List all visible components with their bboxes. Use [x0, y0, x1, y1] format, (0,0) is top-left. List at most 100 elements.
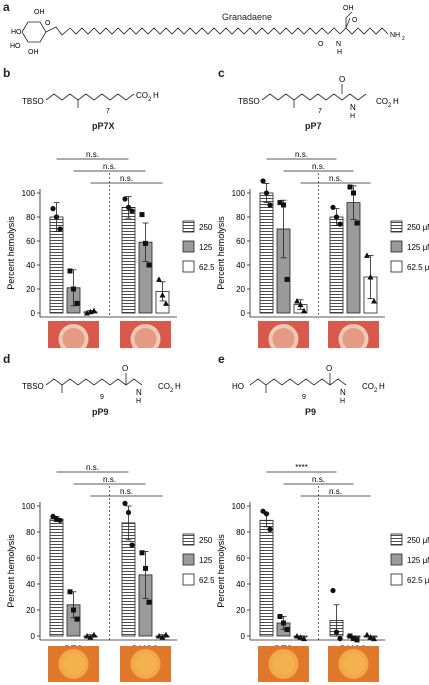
compound-pP7X: pP7X [92, 121, 115, 131]
data-point [122, 500, 128, 506]
data-point [294, 298, 300, 304]
data-point [84, 633, 90, 639]
significance-label: n.s. [312, 475, 325, 484]
significance-label: n.s. [295, 150, 308, 159]
y-axis-label: Percent hemolysis [6, 534, 16, 608]
data-point [364, 252, 370, 258]
data-point [263, 190, 270, 196]
data-point [277, 200, 283, 206]
data-point [371, 635, 377, 642]
data-point [297, 301, 304, 308]
svg-text:O: O [326, 364, 332, 373]
data-point [371, 298, 377, 304]
data-point [337, 221, 343, 227]
data-point [71, 286, 76, 292]
y-tick-label: 20 [26, 606, 35, 615]
svg-text:7: 7 [106, 108, 110, 115]
significance-label: n.s. [120, 487, 133, 496]
panel-b-label: b [3, 66, 11, 80]
data-point [301, 635, 307, 642]
plate-center [342, 328, 365, 348]
y-tick-label: 100 [232, 189, 246, 198]
bar-DTS-0 [259, 519, 274, 637]
svg-text:9: 9 [302, 394, 306, 401]
legend-swatch [182, 553, 195, 566]
svg-text:NH: NH [390, 32, 400, 39]
svg-text:CO: CO [376, 97, 388, 106]
svg-text:HO: HO [10, 43, 21, 50]
data-point [284, 627, 290, 632]
y-tick-label: 80 [26, 213, 35, 222]
svg-text:OH: OH [28, 49, 39, 56]
legend-label: 125 μM [407, 243, 429, 252]
y-tick-label: 100 [22, 189, 36, 198]
y-tick-label: 80 [26, 528, 35, 537]
svg-text:HO: HO [232, 382, 244, 391]
svg-text:TBSO: TBSO [22, 382, 44, 391]
data-point [367, 274, 374, 280]
data-point [260, 178, 266, 184]
data-point [156, 276, 162, 282]
data-point [74, 300, 80, 306]
y-tick-label: 60 [236, 554, 245, 563]
svg-text:2: 2 [402, 36, 405, 42]
data-point [347, 633, 353, 639]
svg-text:N: N [340, 388, 346, 397]
y-tick-label: 20 [236, 285, 245, 294]
data-point [367, 634, 374, 640]
panel-e-label: e [218, 352, 225, 366]
data-point [91, 631, 97, 638]
svg-text:H: H [350, 113, 355, 120]
svg-text:CO: CO [136, 91, 148, 100]
svg-text:TBSO: TBSO [22, 97, 44, 106]
legend-label: 125 μM [199, 556, 214, 565]
compound-P9: P9 [305, 407, 317, 417]
data-point [50, 206, 56, 212]
data-point [281, 202, 286, 208]
y-tick-label: 20 [26, 285, 35, 294]
svg-text:O: O [122, 364, 128, 373]
data-point [156, 633, 162, 639]
y-tick-label: 40 [236, 261, 245, 270]
y-tick-label: 0 [241, 632, 246, 641]
data-point [267, 202, 273, 208]
data-point [71, 607, 76, 613]
data-point [284, 276, 290, 282]
compound-pP7: pP7 [305, 121, 322, 131]
legend-label: 250 μM [199, 536, 214, 545]
svg-text:H: H [340, 398, 345, 405]
legend-label: 62.5 μM [199, 263, 214, 272]
significance-label: **** [295, 463, 307, 472]
data-point [267, 526, 273, 532]
plate-center [134, 653, 157, 675]
data-point [122, 196, 128, 202]
significance-label: n.s. [312, 162, 325, 171]
significance-label: n.s. [329, 174, 342, 183]
legend-swatch [390, 533, 403, 546]
legend-swatch [390, 553, 403, 566]
svg-text:2: 2 [170, 388, 174, 394]
legend-label: 62.5 μM [407, 263, 429, 272]
significance-label: n.s. [120, 174, 133, 183]
legend-label: 125 μM [199, 243, 214, 252]
svg-text:H: H [379, 382, 385, 391]
y-tick-label: 60 [26, 554, 35, 563]
legend-label: 62.5 μM [407, 576, 429, 585]
plate-center [272, 328, 295, 348]
y-tick-label: 60 [236, 237, 245, 246]
y-axis-label: Percent hemolysis [216, 534, 226, 608]
data-point [146, 262, 152, 268]
y-tick-label: 0 [31, 632, 36, 641]
data-point [146, 599, 152, 605]
data-point [351, 636, 356, 642]
y-tick-label: 80 [236, 213, 245, 222]
data-point [163, 300, 169, 306]
legend-label: 125 μM [407, 556, 429, 565]
legend-label: 250 μM [407, 536, 429, 545]
legend-swatch [182, 220, 195, 233]
data-point [354, 220, 360, 226]
data-point [297, 634, 304, 640]
